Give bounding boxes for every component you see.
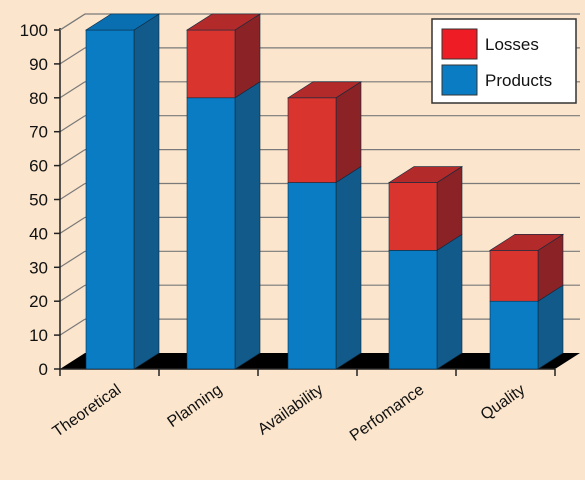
bar-side (436, 233, 463, 370)
bar-front (186, 97, 236, 370)
gridline-diag (59, 47, 86, 65)
bar-segment-products-availability (287, 166, 362, 370)
bar-segment-products-quality (489, 284, 564, 370)
bar-front (489, 300, 539, 370)
legend-swatch-products (441, 64, 478, 96)
gridline-diag (59, 250, 86, 268)
gridline-diag (59, 216, 86, 234)
y-axis: 0 10 20 30 40 50 60 70 80 90 100 (20, 13, 86, 379)
x-category-label: Planning (165, 381, 226, 431)
bars (84, 13, 565, 370)
bar-top (286, 81, 363, 99)
y-tick-label: 30 (29, 258, 48, 277)
bar-segment-losses-perfomance (387, 166, 464, 251)
y-axis-top-diag (59, 13, 86, 31)
bar-top (84, 13, 161, 31)
y-tick-label: 10 (29, 326, 48, 345)
bar-segment-losses-planning (185, 13, 262, 99)
y-tick-label: 100 (20, 21, 48, 40)
legend-label-products: Products (485, 71, 552, 90)
x-category-label: Quality (478, 381, 529, 423)
bar-front (489, 250, 539, 302)
gridline-diag (59, 318, 86, 336)
y-tick-label: 50 (29, 191, 48, 210)
bar-side (335, 166, 362, 370)
bar-front (85, 29, 135, 370)
bar-segment-losses-quality (488, 233, 565, 302)
legend-swatch-losses (441, 28, 478, 60)
y-tick-label: 80 (29, 89, 48, 108)
bar-side (335, 81, 362, 184)
gridline-diag (59, 182, 86, 201)
bar-top (488, 234, 565, 251)
bar-front (287, 182, 337, 370)
x-category-label: Theoretical (50, 381, 125, 440)
y-tick-label: 0 (39, 360, 48, 379)
bar-front (388, 182, 438, 251)
y-tick-label: 70 (29, 123, 48, 142)
gridline-diag (59, 81, 86, 99)
bar-front (388, 250, 438, 370)
y-tick-label: 40 (29, 224, 48, 243)
bar-segment-products-theoretical (84, 13, 161, 370)
y-tick-label: 90 (29, 55, 48, 74)
bar-front (186, 29, 236, 99)
x-category-label: Perfomance (347, 381, 427, 444)
legend-label-losses: Losses (485, 35, 539, 54)
x-axis-labels: Theoretical Planning Availability Perfomanc… (50, 381, 529, 444)
bar-segment-products-planning (186, 81, 261, 370)
bar-side (133, 13, 160, 370)
bar-top (387, 166, 464, 183)
gridline-diag (59, 115, 86, 133)
gridline-diag (59, 284, 86, 302)
bar-top (185, 13, 262, 31)
gridline-diag (59, 149, 86, 167)
y-tick-label: 20 (29, 292, 48, 311)
y-tick-label: 60 (29, 157, 48, 176)
bar-side (234, 81, 261, 370)
bar-segment-products-perfomance (388, 233, 463, 370)
legend: Losses Products (431, 18, 577, 104)
x-category-label: Availability (255, 381, 326, 438)
bar-front (287, 97, 337, 183)
bar-segment-losses-availability (286, 81, 363, 184)
